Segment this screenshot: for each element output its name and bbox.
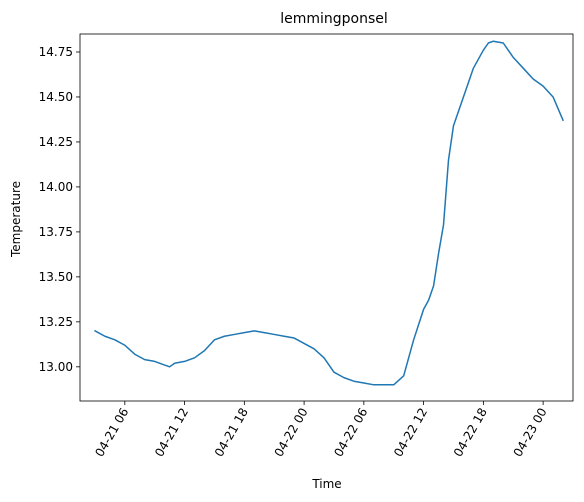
y-tick-label: 14.75 bbox=[39, 45, 73, 59]
x-tick-label: 04-21 12 bbox=[152, 406, 191, 460]
y-tick-label: 13.75 bbox=[39, 225, 73, 239]
y-tick-label: 14.00 bbox=[39, 180, 73, 194]
series-line-0 bbox=[94, 40, 564, 386]
y-tick-label: 13.25 bbox=[39, 315, 73, 329]
x-tick-label: 04-22 06 bbox=[331, 406, 370, 460]
x-tick-label: 04-23 00 bbox=[511, 406, 550, 460]
y-tick-label: 14.50 bbox=[39, 90, 73, 104]
y-tick-label: 13.50 bbox=[39, 270, 73, 284]
x-tick-label: 04-22 00 bbox=[272, 406, 311, 460]
y-tick-label: 14.25 bbox=[39, 135, 73, 149]
plot-frame bbox=[79, 33, 574, 402]
x-axis-label: Time bbox=[311, 477, 341, 491]
x-tick-label: 04-21 06 bbox=[92, 406, 131, 460]
x-tick-label: 04-21 18 bbox=[212, 406, 251, 460]
chart-title: lemmingponsel bbox=[280, 11, 388, 27]
y-axis-label: Temperature bbox=[9, 181, 23, 258]
x-tick-label: 04-22 12 bbox=[391, 406, 430, 460]
y-tick-label: 13.00 bbox=[39, 360, 73, 374]
plot-area: 13.00 13.25 13.50 13.75 14.00 14.25 14.50 14.75… bbox=[39, 33, 574, 460]
x-tick-label: 04-22 18 bbox=[451, 406, 490, 460]
